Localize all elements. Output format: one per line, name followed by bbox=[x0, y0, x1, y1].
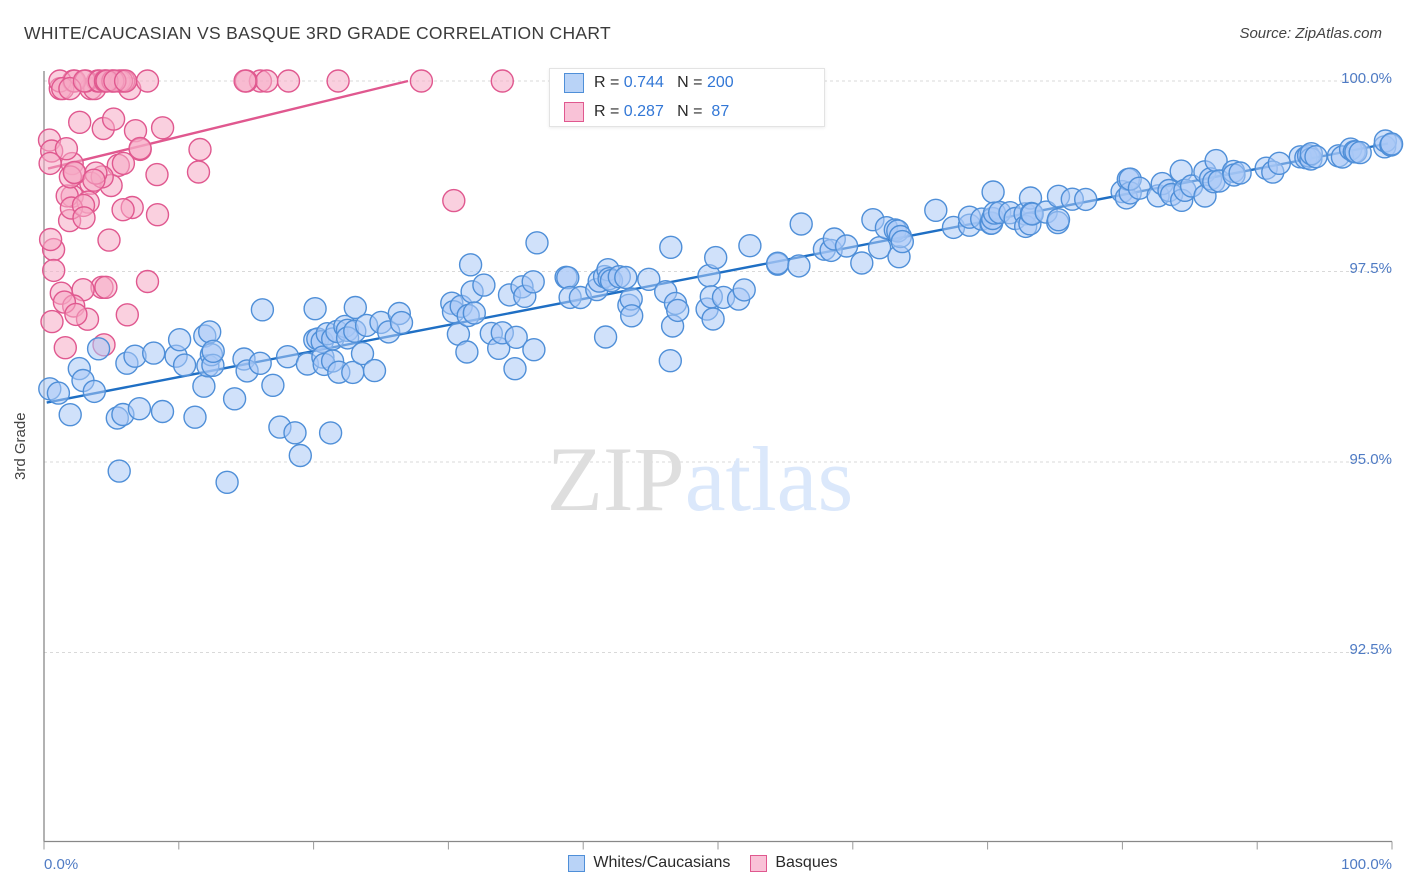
svg-text:ZIPatlas: ZIPatlas bbox=[547, 428, 854, 530]
